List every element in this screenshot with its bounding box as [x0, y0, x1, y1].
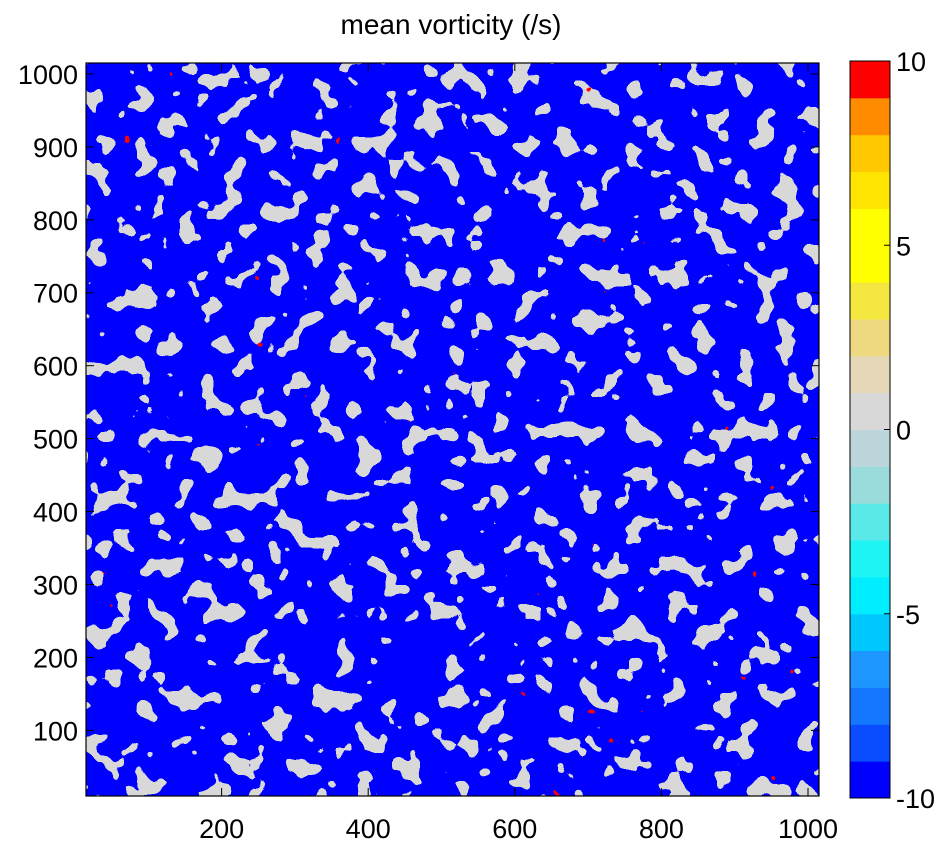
colorbar-swatch [850, 724, 890, 762]
y-tick-label: 500 [33, 425, 78, 455]
colorbar-swatch [850, 245, 890, 283]
y-tick-label: 300 [33, 570, 78, 600]
x-tick-label: 1000 [778, 814, 838, 844]
colorbar-swatch [850, 576, 890, 615]
colorbar: -10 -5 0 5 10 [849, 47, 935, 814]
colorbar-swatch [850, 208, 890, 246]
y-tick-label: 600 [33, 352, 78, 382]
colorbar-swatch [850, 687, 890, 725]
colorbar-swatch [850, 540, 890, 578]
chart-title: mean vorticity (/s) [341, 9, 562, 40]
y-tick-label: 400 [33, 498, 78, 528]
colorbar-swatch [850, 650, 890, 688]
colorbar-swatch [850, 355, 890, 394]
colorbar-swatch [850, 392, 890, 430]
colorbar-tick-label: -5 [896, 600, 920, 630]
colorbar-swatch [850, 97, 890, 136]
colorbar-tick-label: -10 [896, 784, 935, 814]
x-tick-label: 200 [199, 814, 244, 844]
colorbar-swatch [850, 761, 890, 799]
colorbar-swatch [850, 503, 890, 541]
colorbar-tick-label: 5 [896, 231, 911, 261]
y-axis: 100 200 300 400 500 600 700 800 900 1000 [18, 60, 819, 746]
colorbar-swatch [850, 429, 890, 467]
colorbar-swatch [850, 613, 890, 652]
x-tick-label: 600 [492, 814, 537, 844]
colorbar-tick-label: 0 [896, 416, 911, 446]
colorbar-swatch [850, 171, 890, 209]
y-tick-label: 100 [33, 716, 78, 746]
colorbar-tick-label: 10 [896, 47, 926, 77]
y-tick-label: 900 [33, 133, 78, 163]
y-tick-label: 800 [33, 206, 78, 236]
colorbar-swatch [850, 134, 890, 173]
plot-frame [85, 62, 820, 797]
y-tick-label: 700 [33, 279, 78, 309]
y-tick-label: 200 [33, 643, 78, 673]
y-tick-label: 1000 [18, 60, 78, 90]
x-tick-label: 400 [346, 814, 391, 844]
x-axis: 200 400 600 800 1000 [199, 63, 838, 844]
colorbar-swatch [850, 466, 890, 504]
vorticity-field [86, 63, 819, 796]
x-tick-label: 800 [639, 814, 684, 844]
colorbar-swatch [850, 61, 890, 99]
colorbar-swatch [850, 318, 890, 357]
colorbar-swatch [850, 282, 890, 320]
plot-area [85, 62, 820, 797]
